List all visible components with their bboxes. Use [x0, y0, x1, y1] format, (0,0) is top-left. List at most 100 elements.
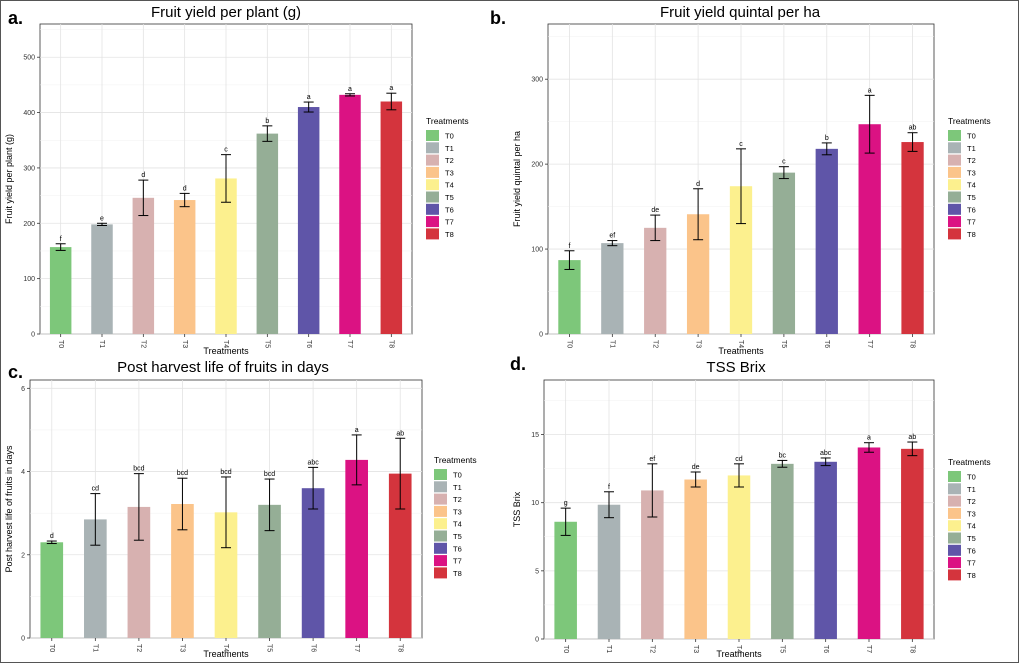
legend-swatch-t5: [948, 532, 961, 544]
bar-t7: [857, 447, 881, 639]
bar-t3: [173, 200, 196, 334]
bar-t1: [601, 243, 624, 334]
x-tick-label: T8: [908, 645, 915, 653]
bar-t0: [49, 247, 72, 334]
x-tick-label: T0: [562, 645, 569, 653]
legend-swatch-t1: [948, 142, 961, 154]
legend-title: Treatments: [948, 457, 991, 467]
panel-letter-a: a.: [8, 8, 23, 28]
legend-label-t8: T8: [453, 569, 462, 578]
x-tick-label: T3: [181, 340, 188, 348]
x-tick-label: T1: [91, 644, 98, 652]
bar-t4: [727, 475, 751, 639]
significance-label: bcd: [177, 470, 188, 477]
chart-title: Fruit yield quintal per ha: [660, 4, 821, 21]
legend-swatch-t8: [426, 228, 439, 240]
significance-label: bc: [779, 452, 787, 459]
significance-label: ab: [396, 430, 404, 437]
x-axis-title: Treatments: [203, 649, 249, 659]
bar-t6: [815, 148, 838, 334]
x-axis-title: Treatments: [203, 346, 249, 356]
y-tick-label: 100: [531, 247, 543, 254]
legend-swatch-t1: [948, 483, 961, 495]
x-tick-label: T3: [694, 340, 701, 348]
legend-label-t3: T3: [453, 507, 462, 516]
bar-t3: [686, 214, 710, 334]
significance-label: a: [867, 435, 871, 442]
significance-label: de: [651, 207, 659, 214]
x-tick-label: T0: [48, 644, 55, 652]
bar-t2: [132, 197, 155, 334]
bar-t2: [644, 227, 667, 334]
significance-label: f: [60, 236, 62, 243]
significance-label: bcd: [264, 471, 275, 478]
x-tick-label: T7: [866, 340, 873, 348]
significance-label: cd: [92, 486, 100, 493]
legend-label-t5: T5: [967, 193, 976, 202]
legend-swatch-t5: [434, 530, 447, 542]
y-tick-label: 2: [21, 552, 25, 559]
legend-label-t7: T7: [967, 559, 976, 568]
legend-label-t3: T3: [445, 168, 454, 177]
x-tick-label: T3: [692, 645, 699, 653]
legend-swatch-t0: [434, 469, 447, 480]
legend-label-t8: T8: [967, 571, 976, 580]
significance-label: f: [568, 243, 570, 250]
significance-label: b: [825, 135, 829, 142]
x-tick-label: T4: [222, 644, 229, 652]
x-tick-label: T1: [605, 645, 612, 653]
y-tick-label: 300: [23, 165, 35, 172]
bar-t6: [301, 488, 325, 638]
bar-t1: [597, 504, 621, 639]
x-tick-label: T8: [387, 340, 394, 348]
legend-swatch-t1: [426, 142, 439, 154]
bar-t5: [771, 463, 794, 639]
legend: Treatments T0 T1 T2 T3 T4 T5 T6 T7 T8: [948, 457, 991, 581]
legend-swatch-t3: [426, 166, 439, 178]
bar-t7: [339, 94, 361, 334]
panel-letter-d: d.: [510, 354, 526, 374]
legend-swatch-t1: [434, 481, 447, 493]
y-tick-label: 0: [535, 637, 539, 644]
x-tick-label: T1: [608, 340, 615, 348]
legend-label-t1: T1: [967, 144, 976, 153]
legend-label-t7: T7: [453, 557, 462, 566]
x-tick-label: T2: [135, 644, 142, 652]
significance-label: c: [224, 147, 228, 154]
significance-label: d: [183, 185, 187, 192]
legend-swatch-t0: [948, 130, 961, 141]
bar-t0: [558, 260, 581, 334]
bar-t2: [641, 490, 664, 639]
bar-t8: [380, 101, 403, 334]
significance-label: ab: [908, 434, 916, 441]
y-tick-label: 0: [31, 332, 35, 339]
significance-label: a: [307, 94, 311, 101]
legend-label-t7: T7: [445, 218, 454, 227]
legend-swatch-t7: [948, 216, 961, 228]
panel-letter-b: b.: [490, 8, 506, 28]
legend-label-t3: T3: [967, 509, 976, 518]
legend-swatch-t2: [426, 154, 439, 166]
legend-swatch-t6: [426, 203, 439, 215]
significance-label: bcd: [220, 469, 231, 476]
bar-t7: [345, 459, 368, 638]
legend-label-t5: T5: [967, 534, 976, 543]
y-tick-label: 300: [531, 77, 543, 84]
bar-t5: [772, 172, 796, 334]
legend-swatch-t5: [948, 191, 961, 203]
legend-swatch-t0: [948, 471, 961, 482]
x-tick-label: T6: [309, 644, 316, 652]
legend-swatch-t3: [948, 166, 961, 178]
chart-fruit-yield-quintal-per-ha: Fruit yield quintal per ha 0 100 200 300 f T0 e…: [512, 4, 991, 356]
legend-swatch-t0: [426, 130, 439, 141]
x-tick-label: T0: [57, 340, 64, 348]
legend-swatch-t7: [434, 555, 447, 567]
x-tick-label: T4: [735, 645, 742, 653]
x-tick-label: T1: [98, 340, 105, 348]
x-tick-label: T2: [139, 340, 146, 348]
legend-swatch-t6: [948, 544, 961, 556]
legend-swatch-t7: [948, 557, 961, 569]
legend-label-t4: T4: [453, 520, 462, 529]
y-tick-label: 100: [23, 276, 35, 283]
significance-label: c: [782, 159, 786, 166]
